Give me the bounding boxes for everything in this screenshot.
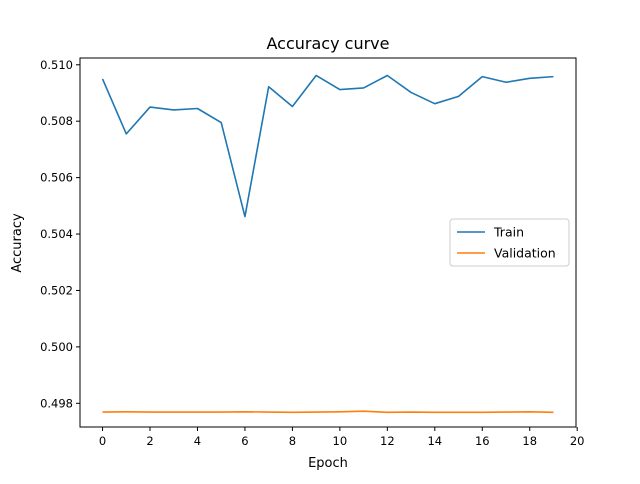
x-tick-label: 20 [570,434,585,448]
y-axis-label: Accuracy [10,213,25,273]
x-tick-label: 6 [241,434,248,448]
y-tick-label: 0.504 [40,227,73,241]
chart-title: Accuracy curve [267,34,390,53]
legend-box [449,218,570,267]
y-tick-label: 0.508 [40,114,73,128]
x-tick-label: 10 [333,434,348,448]
series-layer [101,74,554,414]
series-line-train [101,74,554,218]
x-tick-label: 12 [380,434,395,448]
plot-frame [79,57,577,428]
legend-label-train: Train [493,225,524,240]
x-tick-label: 18 [522,434,537,448]
x-axis-label: Epoch [308,456,348,471]
y-tick-label: 0.500 [40,340,73,354]
x-tick-label: 2 [146,434,153,448]
ticks-layer: 0 2 4 6 8 10 12 14 16 18 20 0.498 0.500 0.502 0.504 0.5… [40,58,584,448]
x-tick-label: 0 [99,434,106,448]
y-tick-label: 0.502 [40,283,73,297]
y-tick-label: 0.498 [40,396,73,410]
x-tick-label: 8 [289,434,296,448]
legend: Train Validation [449,218,570,267]
x-tick-label: 14 [427,434,442,448]
x-tick-label: 4 [194,434,201,448]
x-tick-label: 16 [475,434,490,448]
y-tick-label: 0.506 [40,171,73,185]
series-line-validation [102,410,554,414]
y-tick-label: 0.510 [40,58,73,72]
legend-label-validation: Validation [494,246,556,261]
